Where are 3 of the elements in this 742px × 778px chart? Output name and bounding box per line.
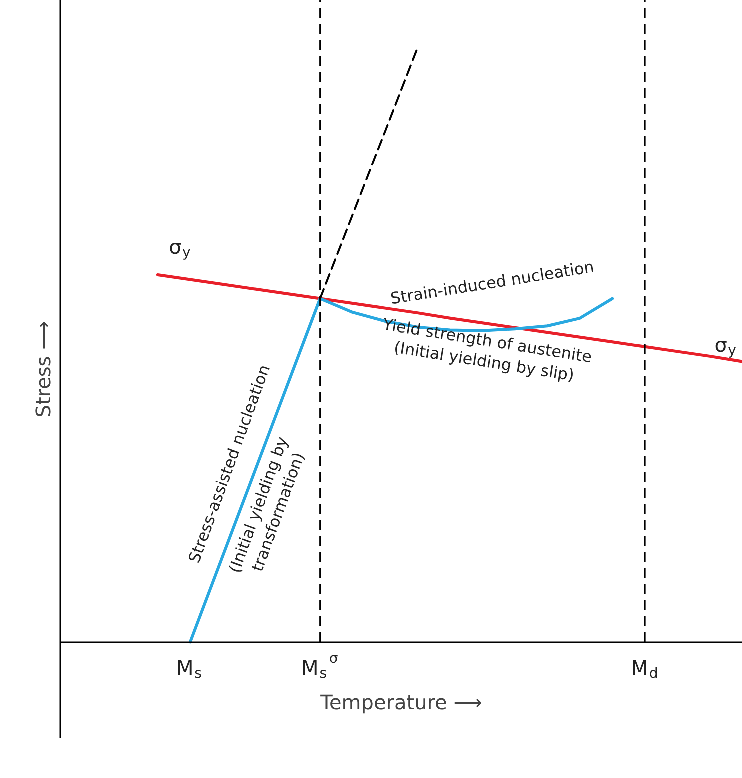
- x-axis-title: Temperature ⟶: [320, 690, 482, 714]
- y-axis-title: Stress ⟶: [32, 321, 56, 418]
- annotation: Yield strength of austenite (Initial yielding by slip): [380, 314, 594, 386]
